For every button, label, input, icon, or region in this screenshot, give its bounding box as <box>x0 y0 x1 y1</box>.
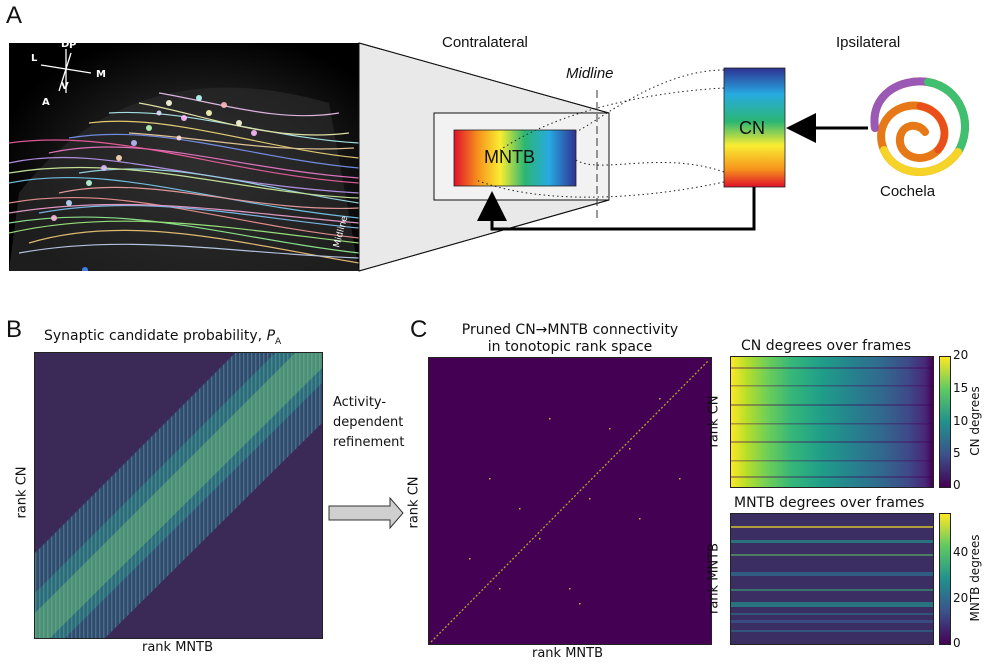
axis-l-label: L <box>31 53 38 64</box>
panel-c-ylabel: rank CN <box>406 476 422 529</box>
panel-b-title-subscript: A <box>275 336 282 347</box>
panel-c-letter: C <box>410 316 428 343</box>
cn-colorbar-tick-15: 15 <box>953 381 969 395</box>
cn-degrees-title: CN degrees over frames <box>741 338 911 354</box>
neuron-fibers-graphic: Midline <box>9 43 359 271</box>
cn-colorbar-tick-0: 0 <box>953 478 961 492</box>
mntb-colorbar-label: MNTB degrees <box>968 534 982 622</box>
mntb-degrees-heatmap <box>730 513 934 645</box>
mntb-colorbar-tick-20: 20 <box>953 591 969 605</box>
panel-b-title-symbol: P <box>266 328 276 344</box>
mntb-colorbar-tick-0: 0 <box>953 636 961 650</box>
panel-b-letter: B <box>6 316 23 343</box>
probability-heatmap-graphic <box>35 353 322 638</box>
contralateral-label: Contralateral <box>442 34 528 51</box>
cn-colorbar-tick-20: 20 <box>953 348 969 362</box>
panel-c-title: Pruned CN→MNTB connectivity in tonotopic… <box>450 322 690 356</box>
axis-d-label: D <box>61 43 70 50</box>
cn-degrees-colorbar <box>939 356 951 488</box>
connectivity-matrix <box>428 357 712 645</box>
mntb-colorbar-tick-40: 40 <box>953 545 969 559</box>
axis-p-label: P <box>69 43 77 51</box>
refinement-label-line1: Activity- <box>333 395 387 410</box>
panel-b-xlabel: rank MNTB <box>142 640 214 655</box>
panel-c-title-line1: Pruned CN→MNTB connectivity <box>461 322 679 338</box>
panel-b-title: Synaptic candidate probability, PA <box>44 328 281 347</box>
refinement-label-line3: refinement <box>333 435 405 450</box>
cn-colorbar-tick-10: 10 <box>953 414 969 428</box>
mntb-degrees-title: MNTB degrees over frames <box>734 495 925 511</box>
probability-heatmap <box>34 352 323 639</box>
panel-a-letter: A <box>6 2 23 29</box>
midline-label: Midline <box>566 65 614 82</box>
cn-colorbar-label: CN degrees <box>968 386 982 456</box>
mntb-degrees-graphic <box>731 526 933 632</box>
ipsilateral-label: Ipsilateral <box>836 34 901 51</box>
cn-degrees-ylabel: rank CN <box>706 395 722 448</box>
mntb-degrees-ylabel: rank MNTB <box>706 543 722 615</box>
panel-b-ylabel: rank CN <box>14 466 30 519</box>
cn-degrees-heatmap <box>730 356 934 488</box>
refinement-label: Activity- dependent refinement <box>333 393 404 453</box>
refinement-label-line2: dependent <box>333 415 404 430</box>
connectivity-matrix-graphic <box>430 359 710 643</box>
neuron-reconstruction-image: Midline D P L M V A <box>9 43 359 271</box>
axis-a-label: A <box>42 97 50 108</box>
cn-box-label: CN <box>739 118 765 138</box>
axis-m-label: M <box>96 69 106 80</box>
cn-degrees-graphic <box>731 367 933 478</box>
mntb-degrees-colorbar <box>939 513 951 645</box>
cochlea-label: Cochela <box>880 183 936 200</box>
mntb-box-label: MNTB <box>484 147 535 167</box>
panel-c-title-line2: in tonotopic rank space <box>487 339 653 355</box>
panel-c-xlabel: rank MNTB <box>532 646 604 661</box>
cn-colorbar-tick-5: 5 <box>953 446 961 460</box>
panel-b-title-text: Synaptic candidate probability, <box>44 328 267 344</box>
axis-v-label: V <box>61 81 69 92</box>
schematic-diagram <box>358 42 969 272</box>
